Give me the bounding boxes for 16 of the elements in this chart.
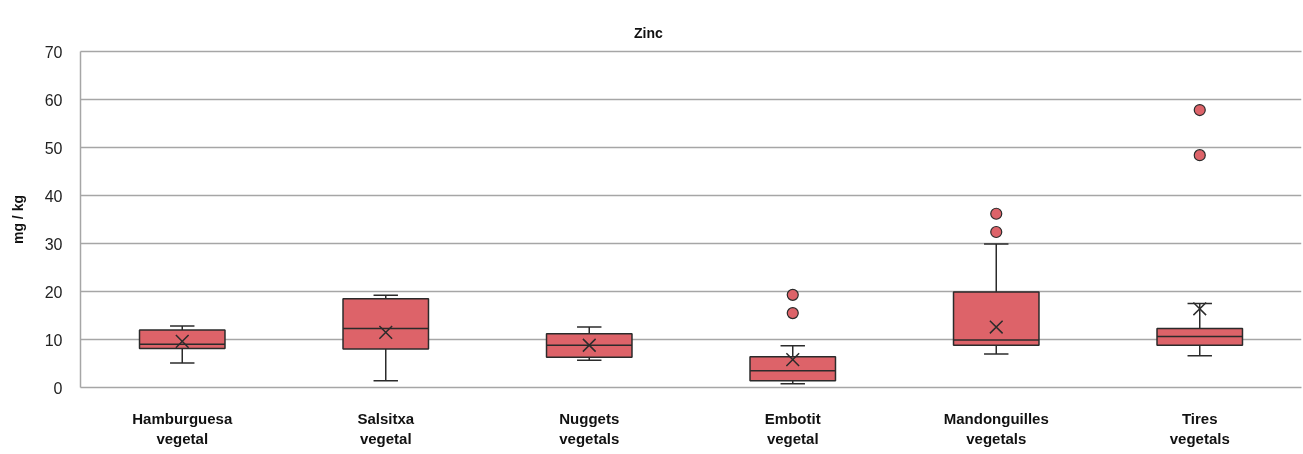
y-tick-label: 40 — [44, 187, 63, 205]
y-tick-label: 60 — [44, 91, 63, 109]
x-tick-label: Embotit vegetal — [764, 409, 821, 447]
chart-title: Zinc — [634, 24, 663, 41]
x-tick-label: Mandonguilles vegetals — [943, 409, 1049, 447]
x-tick-label: Tires vegetals — [1169, 409, 1230, 447]
x-tick-label: Hamburguesa vegetal — [132, 409, 233, 447]
y-tick-label: 70 — [44, 43, 63, 61]
y-tick-label: 0 — [53, 379, 63, 397]
y-tick-label: 50 — [44, 139, 63, 157]
y-axis-title: mg / kg — [9, 194, 26, 244]
y-tick-label: 20 — [44, 283, 63, 301]
y-tick-label: 10 — [44, 331, 63, 349]
x-tick-label: Nuggets vegetals — [559, 409, 620, 447]
y-tick-label: 30 — [44, 235, 63, 253]
x-tick-label: Salsitxa vegetal — [357, 409, 415, 447]
